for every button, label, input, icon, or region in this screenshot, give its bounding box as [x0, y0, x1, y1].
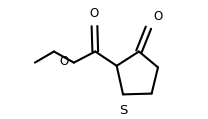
Text: S: S [119, 104, 127, 117]
Text: O: O [90, 7, 99, 20]
Text: O: O [153, 10, 162, 23]
Text: O: O [60, 55, 69, 68]
